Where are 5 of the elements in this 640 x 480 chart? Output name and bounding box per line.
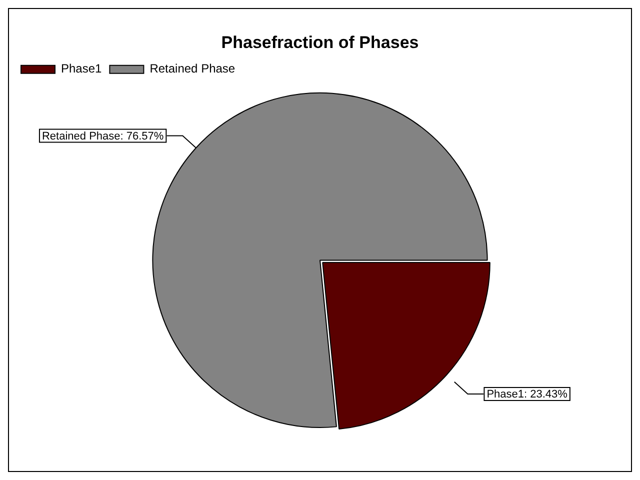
data-label: Retained Phase: 76.57% [42, 130, 164, 142]
data-label: Phase1: 23.43% [486, 388, 568, 401]
legend-label: Retained Phase [150, 62, 236, 76]
chart-title: Phasefraction of Phases [221, 32, 419, 52]
legend-label: Phase1 [61, 62, 102, 76]
